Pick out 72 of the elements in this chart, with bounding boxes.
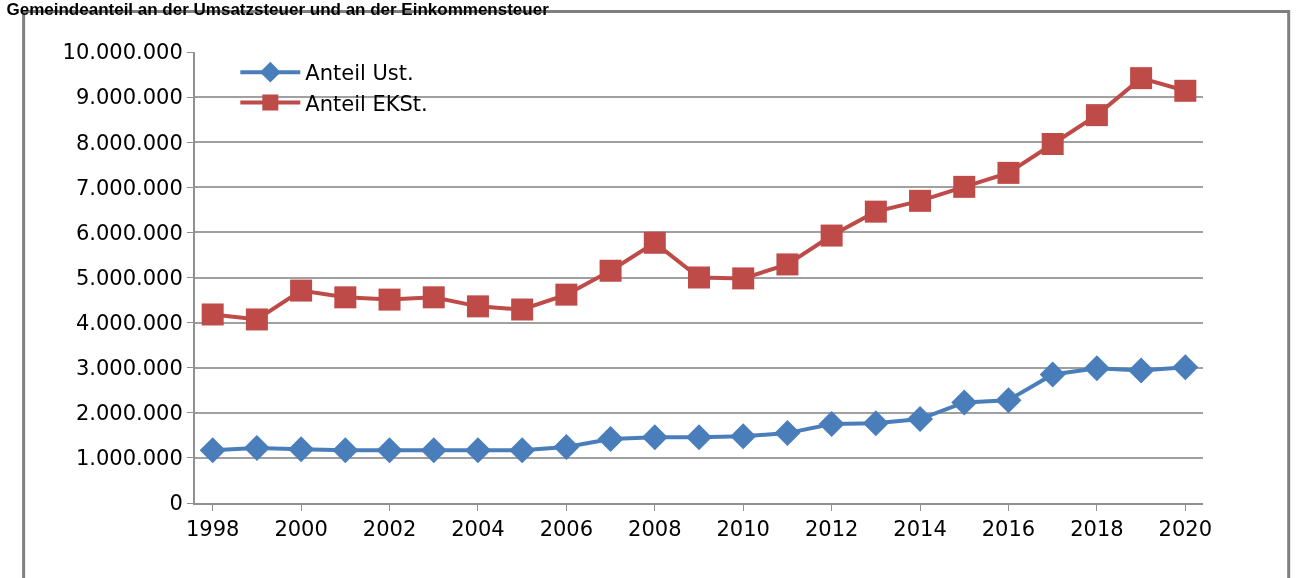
point (1128, 357, 1155, 384)
x-tick-label: 2012 (804, 517, 859, 542)
y-tick-label: 5.000.000 (75, 265, 183, 290)
point (1041, 133, 1064, 155)
point (997, 161, 1020, 184)
point (201, 303, 224, 326)
point (332, 437, 359, 464)
x-tick-label: 2016 (981, 517, 1036, 542)
point (422, 286, 445, 309)
point (862, 410, 889, 437)
point (774, 420, 801, 447)
point (466, 295, 489, 318)
point (290, 279, 313, 302)
legend-label: Anteil EKSt. (305, 91, 428, 116)
point (1083, 355, 1110, 382)
x-tick-label: 2000 (274, 517, 328, 542)
point (509, 437, 536, 464)
point (464, 437, 491, 464)
point (1130, 67, 1153, 90)
point (818, 411, 845, 438)
point (1085, 104, 1108, 127)
point (378, 288, 401, 311)
point (820, 224, 843, 247)
point (1172, 354, 1199, 381)
point (951, 389, 978, 416)
y-tick-label: 6.000.000 (75, 220, 183, 245)
point (907, 406, 934, 433)
point (243, 434, 270, 461)
point (288, 436, 315, 463)
point (641, 424, 668, 451)
legend-label: Anteil Ust. (305, 61, 414, 86)
point (1039, 361, 1066, 388)
point (597, 425, 624, 452)
y-tick-label: 9.000.000 (75, 85, 183, 110)
x-tick-label: 1998 (185, 517, 240, 542)
point (643, 231, 666, 254)
point (511, 298, 534, 321)
point (732, 267, 755, 290)
point (420, 437, 447, 464)
y-tick-label: 8.000.000 (75, 130, 183, 155)
y-tick-label: 1.000.000 (75, 446, 183, 471)
x-tick-label: 2018 (1070, 517, 1124, 542)
point (599, 259, 622, 282)
point (245, 308, 268, 331)
y-tick-label: 3.000.000 (75, 356, 183, 381)
point (995, 387, 1022, 414)
point (730, 423, 757, 450)
point (953, 175, 976, 198)
y-tick-label: 7.000.000 (75, 175, 183, 200)
y-tick-label: 10.000.000 (62, 40, 183, 65)
point (686, 424, 712, 451)
x-tick-label: 2020 (1158, 517, 1213, 542)
point (864, 200, 887, 223)
x-tick-label: 2010 (716, 517, 770, 542)
point (334, 286, 357, 309)
point (776, 253, 799, 276)
y-tick-label: 4.000.000 (75, 310, 183, 335)
x-tick-label: 2006 (539, 517, 594, 542)
point (376, 437, 403, 464)
x-tick-label: 2008 (628, 517, 682, 542)
x-tick-label: 2014 (893, 517, 947, 542)
point (553, 434, 580, 461)
x-tick-label: 2004 (451, 517, 505, 542)
chart-title: Gemeindeanteil an der Umsatzsteuer und an der Einkommensteuer (6, 0, 550, 19)
point (688, 266, 710, 289)
point (199, 437, 226, 464)
point (909, 189, 932, 212)
y-tick-label: 0 (169, 491, 183, 516)
point (555, 283, 578, 306)
point (1174, 79, 1197, 102)
x-tick-label: 2002 (362, 517, 417, 542)
y-tick-label: 2.000.000 (75, 401, 183, 426)
